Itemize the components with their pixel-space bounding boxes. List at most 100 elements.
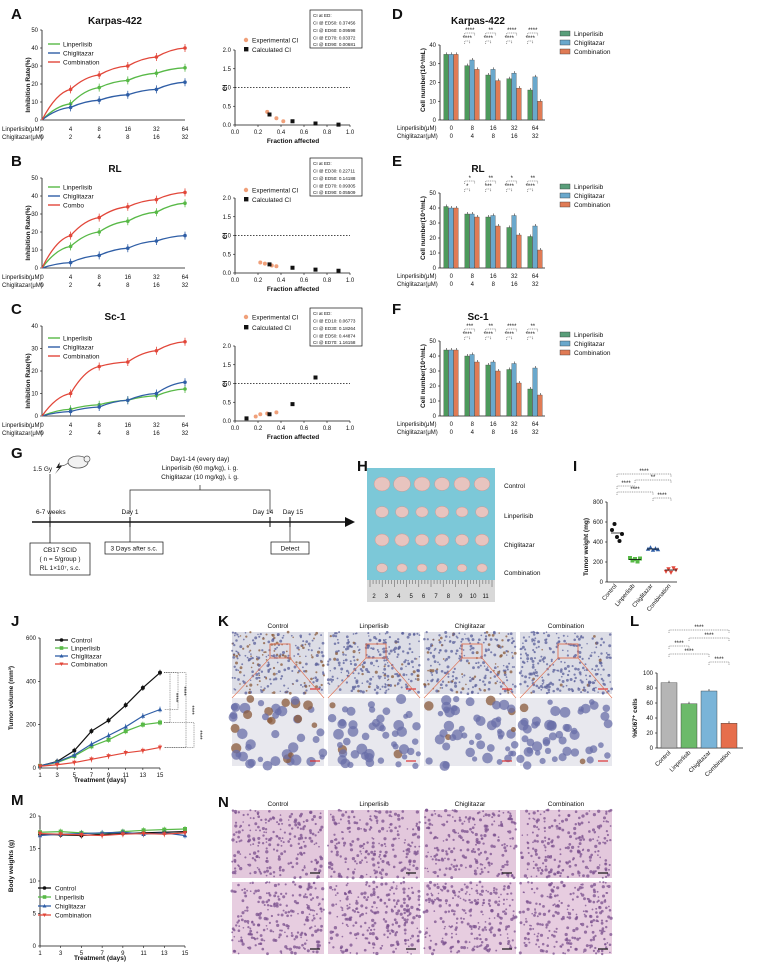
nucleus — [354, 860, 357, 863]
nucleus — [547, 910, 551, 913]
nucleus — [386, 861, 390, 865]
nucleus — [346, 641, 350, 645]
nucleus — [287, 862, 290, 865]
nucleus — [479, 892, 482, 896]
nucleus — [262, 641, 266, 645]
nucleus — [288, 691, 292, 695]
nucleus — [577, 845, 580, 848]
nucleus — [280, 852, 284, 856]
nucleus — [267, 661, 270, 664]
nucleus — [239, 645, 243, 649]
nucleus — [377, 650, 380, 653]
nucleus — [509, 812, 512, 815]
y-tick-label: 0 — [650, 746, 654, 752]
column-label-linperlisib: Linperlisib — [359, 801, 389, 808]
nucleus — [333, 728, 344, 740]
nucleus — [583, 897, 586, 901]
nucleus — [500, 893, 502, 896]
nucleus — [437, 661, 439, 664]
nucleus — [526, 877, 529, 879]
nucleus — [541, 923, 544, 926]
nucleus — [601, 894, 606, 898]
dose-chiglitazar: Chiglitazar (10 mg/kg), i. g. — [161, 474, 239, 481]
nucleus — [493, 653, 497, 657]
nucleus — [261, 649, 264, 652]
nucleus — [532, 642, 536, 646]
nucleus — [349, 660, 352, 663]
nucleus — [569, 942, 573, 945]
nucleus — [373, 850, 376, 853]
nucleus — [559, 848, 562, 851]
nucleus — [424, 933, 426, 936]
nucleus — [353, 933, 358, 937]
start-label: 3 Days after s.c. — [111, 546, 158, 553]
nucleus — [401, 868, 405, 872]
nucleus — [418, 640, 420, 643]
panel-label-l: L — [630, 613, 640, 630]
nucleus — [573, 680, 576, 683]
calculated-ci-point — [267, 112, 272, 117]
nucleus — [510, 641, 514, 645]
tumor — [416, 563, 428, 573]
bar-chart-e: RL Cell number(10⁴/mL) Linperlisib(μM) C… — [397, 164, 611, 288]
mice-info-box — [29, 542, 91, 576]
plot-area: 0200400600800ControlLinperlisibChiglitaz… — [593, 469, 679, 613]
nucleus — [372, 880, 376, 884]
tumor — [394, 533, 410, 547]
nucleus — [499, 933, 502, 936]
nucleus — [257, 825, 260, 829]
nucleus — [601, 927, 605, 930]
nucleus — [519, 921, 523, 925]
nucleus — [265, 874, 268, 877]
nucleus — [340, 758, 351, 769]
nucleus — [403, 908, 407, 912]
nucleus — [568, 916, 572, 920]
nucleus — [270, 654, 273, 657]
nucleus — [365, 689, 368, 692]
nucleus — [579, 838, 583, 842]
nucleus — [240, 915, 243, 918]
nucleus — [441, 686, 444, 689]
nucleus — [504, 912, 508, 916]
nucleus — [530, 887, 534, 891]
nucleus — [313, 867, 317, 872]
nucleus — [602, 679, 605, 682]
nucleus — [272, 666, 276, 670]
nucleus — [441, 680, 445, 683]
nucleus — [604, 867, 608, 871]
y-tick-label: 1.5 — [223, 67, 232, 73]
ci-box-line: CI @ ED70: 1.16158 — [313, 340, 356, 345]
nucleus — [547, 699, 553, 705]
nucleus — [501, 645, 504, 648]
nucleus — [237, 678, 240, 681]
nucleus — [381, 648, 384, 650]
nucleus — [511, 837, 514, 840]
nucleus — [424, 931, 428, 935]
nucleus — [338, 822, 340, 824]
nucleus — [490, 909, 494, 913]
nucleus — [555, 632, 558, 635]
nucleus — [577, 687, 580, 689]
nucleus — [506, 830, 509, 833]
nucleus — [340, 906, 342, 908]
nucleus — [397, 924, 401, 928]
nucleus — [532, 690, 536, 694]
nucleus — [499, 646, 502, 649]
nucleus — [471, 756, 478, 762]
nucleus — [237, 883, 240, 887]
day1-label: Day 1 — [122, 509, 139, 516]
nucleus — [592, 936, 596, 939]
nucleus — [547, 688, 551, 692]
nucleus — [318, 869, 322, 873]
bar-linperlisib — [485, 74, 491, 121]
experimental-ci-point — [274, 264, 279, 269]
nucleus — [436, 680, 439, 683]
nucleus — [387, 893, 391, 896]
nucleus — [269, 678, 272, 681]
nucleus — [498, 896, 500, 899]
nucleus — [342, 661, 345, 665]
nucleus — [346, 645, 350, 649]
chi-dose-tick: 32 — [532, 282, 539, 288]
nucleus — [521, 660, 525, 664]
